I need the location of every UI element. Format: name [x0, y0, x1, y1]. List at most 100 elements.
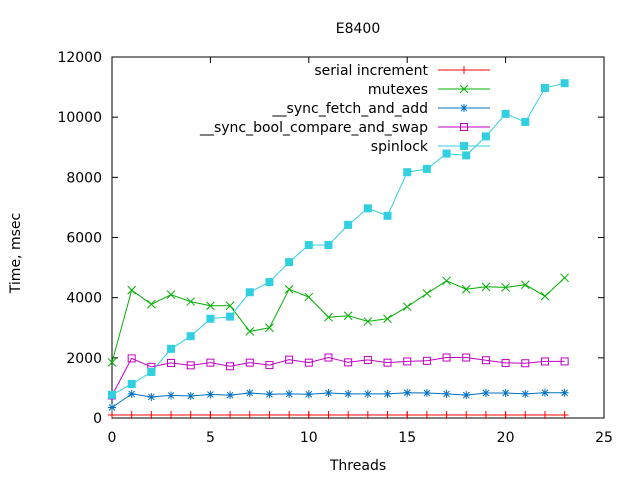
y-tick-label: 6000 [66, 231, 102, 247]
data-point-serial-increment [422, 410, 431, 419]
legend: serial increment mutexes __sync_fetch_and_… [199, 63, 490, 155]
data-point-serial-increment [186, 410, 195, 419]
data-point-serial-increment [245, 410, 254, 419]
data-point-sync-bool-compare-and-swap [245, 358, 254, 367]
data-point-mutexes [186, 297, 196, 306]
data-point-mutexes [206, 301, 215, 311]
data-point-sync-bool-compare-and-swap [560, 357, 569, 366]
data-point-mutexes [107, 357, 117, 367]
data-point-spinlock [127, 380, 136, 389]
data-point-spinlock [422, 164, 431, 173]
data-point-spinlock [324, 241, 333, 250]
data-point-spinlock [245, 288, 254, 297]
data-point-sync-fetch-and-add [324, 389, 333, 398]
data-point-sync-bool-compare-and-swap [363, 355, 372, 364]
data-point-sync-bool-compare-and-swap [265, 361, 274, 370]
data-point-sync-bool-compare-and-swap [521, 359, 530, 368]
data-point-spinlock [560, 79, 569, 88]
series-layer [107, 79, 569, 419]
data-point-serial-increment [127, 410, 136, 419]
data-point-sync-fetch-and-add [206, 390, 215, 399]
data-point-spinlock [147, 367, 156, 376]
data-point-serial-increment [147, 410, 156, 419]
data-point-sync-bool-compare-and-swap [285, 355, 294, 364]
data-point-spinlock [206, 314, 215, 323]
data-point-spinlock [462, 151, 471, 160]
data-point-spinlock [501, 109, 510, 118]
data-point-mutexes [540, 291, 550, 301]
data-point-mutexes [166, 290, 176, 300]
data-point-mutexes [304, 292, 314, 302]
data-point-sync-bool-compare-and-swap [383, 358, 392, 367]
data-point-sync-fetch-and-add [108, 403, 116, 412]
data-point-sync-fetch-and-add [186, 392, 195, 401]
y-axis-label: Time, msec [8, 213, 24, 294]
data-point-serial-increment [481, 410, 490, 419]
data-point-sync-bool-compare-and-swap [422, 356, 431, 365]
data-point-serial-increment [344, 410, 353, 419]
series-line-sync-fetch-and-add [111, 392, 565, 408]
data-point-serial-increment [540, 410, 549, 419]
legend-marker-sync-fetch-and-add [460, 104, 468, 112]
data-point-mutexes [422, 289, 432, 298]
data-point-spinlock [363, 204, 372, 213]
data-point-sync-fetch-and-add [285, 389, 294, 398]
data-point-spinlock [540, 83, 549, 92]
data-point-mutexes [560, 273, 569, 283]
y-tick-label: 12000 [57, 50, 102, 66]
data-point-sync-fetch-and-add [167, 391, 176, 400]
data-point-mutexes [501, 283, 510, 292]
data-point-serial-increment [265, 410, 274, 419]
data-point-spinlock [265, 278, 274, 287]
data-point-spinlock [304, 241, 313, 250]
data-point-sync-fetch-and-add [481, 389, 490, 398]
data-point-serial-increment [363, 410, 372, 419]
data-point-spinlock [226, 312, 235, 321]
y-tick-label: 8000 [66, 170, 102, 186]
data-point-spinlock [108, 390, 116, 399]
data-point-sync-fetch-and-add [363, 389, 372, 398]
data-point-sync-fetch-and-add [403, 388, 412, 397]
y-tick-label: 4000 [66, 291, 102, 307]
data-point-mutexes [324, 312, 333, 322]
data-point-sync-fetch-and-add [226, 391, 235, 400]
data-point-mutexes [383, 314, 392, 324]
y-tick-label: 10000 [57, 110, 102, 126]
x-tick-label: 15 [398, 430, 416, 446]
data-point-sync-fetch-and-add [540, 388, 549, 397]
data-point-sync-fetch-and-add [501, 389, 510, 398]
data-point-mutexes [225, 301, 235, 311]
data-point-spinlock [521, 117, 530, 126]
data-point-serial-increment [462, 410, 471, 419]
data-point-sync-fetch-and-add [304, 390, 313, 399]
series-line-mutexes [111, 277, 565, 363]
data-point-sync-fetch-and-add [245, 389, 254, 398]
data-point-mutexes [284, 284, 294, 294]
x-tick-label: 10 [300, 430, 318, 446]
series-sync-bool-compare-and-swap [108, 353, 569, 400]
data-point-sync-fetch-and-add [422, 389, 431, 398]
legend-marker-spinlock [460, 142, 468, 150]
data-point-serial-increment [226, 410, 235, 419]
data-point-serial-increment [442, 410, 451, 419]
data-point-serial-increment [167, 410, 176, 419]
data-point-sync-fetch-and-add [127, 389, 136, 398]
data-point-sync-bool-compare-and-swap [403, 357, 412, 366]
data-point-serial-increment [383, 410, 392, 419]
y-tick-label: 2000 [66, 351, 102, 367]
data-point-sync-bool-compare-and-swap [186, 361, 195, 370]
data-point-sync-bool-compare-and-swap [442, 353, 451, 362]
data-point-spinlock [285, 258, 294, 267]
data-point-mutexes [343, 311, 353, 321]
series-serial-increment [108, 410, 569, 419]
legend-label-sync-bool-compare-and-swap: __sync_bool_compare_and_swap [199, 120, 428, 136]
data-point-sync-fetch-and-add [521, 389, 530, 398]
x-tick-label: 25 [595, 430, 613, 446]
data-point-serial-increment [324, 410, 333, 419]
legend-marker-mutexes [459, 84, 469, 94]
data-point-mutexes [147, 299, 156, 309]
data-point-sync-bool-compare-and-swap [304, 358, 313, 367]
legend-label-serial-increment: serial increment [314, 63, 428, 79]
data-point-sync-bool-compare-and-swap [462, 353, 471, 362]
legend-label-mutexes: mutexes [368, 82, 428, 98]
